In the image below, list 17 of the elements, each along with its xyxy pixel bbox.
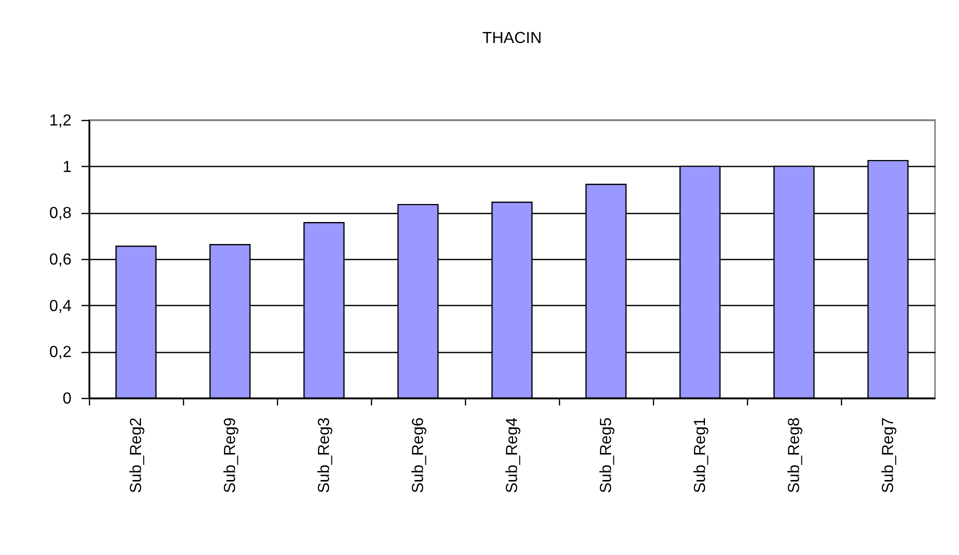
chart-title: THACIN [482,30,542,47]
x-tick-label: Sub_Reg8 [786,417,803,494]
y-tick-label: 0,6 [49,252,72,268]
y-tick-label: 0,4 [49,298,72,315]
x-tick-label: Sub_Reg3 [316,417,333,494]
x-tick-label: Sub_Reg7 [880,417,897,494]
x-tick-label: Sub_Reg6 [410,417,427,494]
x-tick-label: Sub_Reg2 [128,417,145,494]
y-tick-label: 0,2 [49,344,72,362]
x-tick-label: Sub_Reg9 [222,417,239,494]
y-tick-label: 1,2 [49,112,72,130]
y-tick-label: 1 [62,158,72,176]
y-tick-label: 0,8 [49,205,72,222]
x-tick-label: Sub_Reg4 [504,417,521,494]
x-tick-label: Sub_Reg1 [692,417,709,494]
y-tick-label: 0 [62,390,72,408]
x-tick-label: Sub_Reg5 [598,417,615,494]
